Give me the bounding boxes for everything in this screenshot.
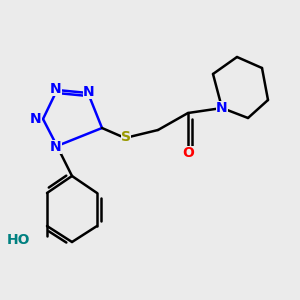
Text: N: N xyxy=(50,82,62,96)
Text: N: N xyxy=(216,101,228,115)
Text: HO: HO xyxy=(7,233,30,247)
Text: N: N xyxy=(83,85,95,99)
Text: O: O xyxy=(182,146,194,160)
Text: N: N xyxy=(30,112,42,126)
Text: S: S xyxy=(121,130,131,144)
Text: N: N xyxy=(50,140,62,154)
